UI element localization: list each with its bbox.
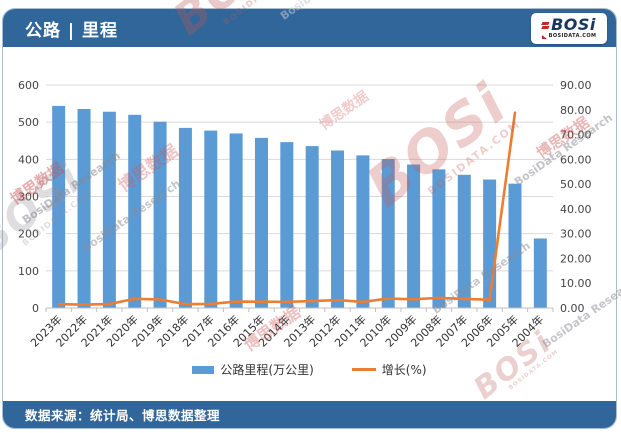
legend-label-mileage: 公路里程(万公里): [220, 363, 314, 377]
logo-top-row: BOSi: [541, 15, 596, 34]
svg-text:200: 200: [18, 228, 39, 241]
mileage-growth-chart: 0 100 200 300 400 500 600 0.00 10.00 20.00 30.00 40…: [18, 79, 592, 350]
chart-legend: 公路里程(万公里) 增长(%): [3, 361, 616, 378]
svg-text:70.00: 70.00: [560, 129, 592, 142]
report-card: 公路 | 里程 BOSi BOSIDATA.COM 0 100 200 300 400 5…: [2, 8, 617, 429]
svg-text:40.00: 40.00: [560, 203, 592, 216]
svg-text:20.00: 20.00: [560, 252, 592, 265]
svg-text:60.00: 60.00: [560, 153, 592, 166]
legend-item-mileage: 公路里程(万公里): [192, 361, 314, 378]
svg-text:300: 300: [18, 191, 39, 204]
svg-text:10.00: 10.00: [560, 277, 592, 290]
header-bar: 公路 | 里程 BOSi BOSIDATA.COM: [3, 9, 616, 47]
logo-red-dashes-icon: [541, 21, 550, 30]
svg-text:80.00: 80.00: [560, 104, 592, 117]
chart-area: 0 100 200 300 400 500 600 0.00 10.00 20.00 30.00 40…: [3, 47, 616, 401]
svg-text:0: 0: [32, 302, 39, 315]
svg-text:100: 100: [18, 265, 39, 278]
logo-bottom-row: BOSIDATA.COM: [541, 33, 597, 39]
data-source-label: 数据来源：统计局、博思数据整理: [25, 408, 221, 423]
logo-text: BOSi: [551, 15, 596, 34]
svg-text:500: 500: [18, 116, 39, 129]
svg-text:50.00: 50.00: [560, 178, 592, 191]
footer-bar: 数据来源：统计局、博思数据整理: [3, 401, 616, 428]
svg-text:90.00: 90.00: [560, 79, 592, 92]
page-title: 公路 | 里程: [25, 20, 119, 41]
svg-text:30.00: 30.00: [560, 228, 592, 241]
legend-swatch-growth-line: [351, 368, 376, 371]
legend-label-growth: 增长(%): [381, 363, 427, 377]
logo-subtext: BOSIDATA.COM: [548, 33, 597, 39]
svg-text:0.00: 0.00: [560, 302, 585, 315]
bosi-logo: BOSi BOSIDATA.COM: [531, 12, 607, 44]
legend-swatch-mileage-bar: [192, 365, 215, 374]
legend-item-growth: 增长(%): [351, 361, 427, 378]
svg-text:600: 600: [18, 79, 39, 92]
svg-text:400: 400: [18, 153, 39, 166]
logo-red-triangle-icon: [541, 34, 547, 39]
